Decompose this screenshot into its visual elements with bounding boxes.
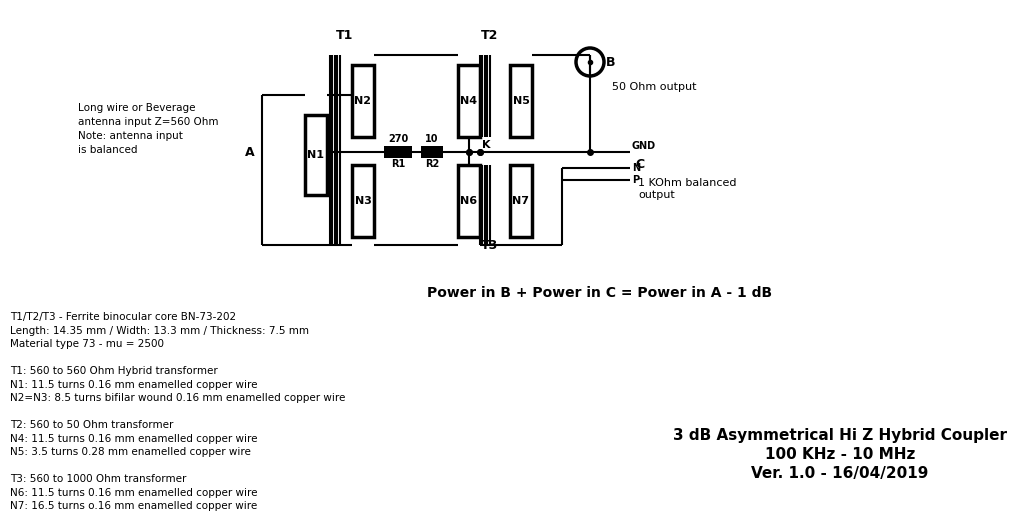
Text: N7: N7 [513, 196, 530, 206]
Text: N4: N4 [461, 96, 478, 106]
Bar [510, 165, 532, 237]
Text: N1: N1 [308, 150, 325, 160]
Text: T2: 560 to 50 Ohm transformer: T2: 560 to 50 Ohm transformer [10, 420, 174, 430]
Text: B: B [606, 56, 615, 68]
Text: T1/T2/T3 - Ferrite binocular core BN-73-202: T1/T2/T3 - Ferrite binocular core BN-73-… [10, 312, 236, 322]
Text: C: C [635, 158, 645, 171]
Text: N3: N3 [354, 196, 371, 206]
Text: GND: GND [632, 141, 656, 151]
Text: R2: R2 [425, 159, 439, 169]
Text: T3: T3 [481, 239, 498, 252]
Text: N4: 11.5 turns 0.16 mm enamelled copper wire: N4: 11.5 turns 0.16 mm enamelled copper … [10, 433, 258, 443]
Bar [421, 146, 443, 158]
Bar [304, 115, 327, 195]
Bar [352, 165, 374, 237]
Text: N5: 3.5 turns 0.28 mm enamelled copper wire: N5: 3.5 turns 0.28 mm enamelled copper w… [10, 447, 251, 457]
Text: A: A [246, 146, 255, 158]
Text: T1: T1 [336, 29, 353, 42]
Text: 1 KOhm balanced
output: 1 KOhm balanced output [638, 178, 737, 199]
Text: 270: 270 [388, 134, 408, 144]
Text: N7: 16.5 turns o.16 mm enamelled copper wire: N7: 16.5 turns o.16 mm enamelled copper … [10, 501, 257, 511]
Text: Ver. 1.0 - 16/04/2019: Ver. 1.0 - 16/04/2019 [751, 466, 929, 481]
Text: N1: 11.5 turns 0.16 mm enamelled copper wire: N1: 11.5 turns 0.16 mm enamelled copper … [10, 379, 258, 389]
Bar [458, 165, 480, 237]
Text: 50 Ohm output: 50 Ohm output [612, 82, 696, 92]
Text: N2: N2 [354, 96, 371, 106]
Text: P: P [632, 175, 639, 185]
Text: T3: 560 to 1000 Ohm transformer: T3: 560 to 1000 Ohm transformer [10, 474, 187, 484]
Bar [384, 146, 412, 158]
Bar [352, 65, 374, 137]
Text: N6: N6 [461, 196, 478, 206]
Text: N2=N3: 8.5 turns bifilar wound 0.16 mm enamelled copper wire: N2=N3: 8.5 turns bifilar wound 0.16 mm e… [10, 393, 345, 403]
Text: K: K [482, 140, 490, 150]
Text: T1: 560 to 560 Ohm Hybrid transformer: T1: 560 to 560 Ohm Hybrid transformer [10, 366, 218, 376]
Text: N5: N5 [513, 96, 530, 106]
Text: Power in B + Power in C = Power in A - 1 dB: Power in B + Power in C = Power in A - 1… [427, 286, 772, 300]
Text: Material type 73 - mu = 2500: Material type 73 - mu = 2500 [10, 339, 164, 349]
Text: N: N [632, 163, 640, 173]
Text: 100 KHz - 10 MHz: 100 KHz - 10 MHz [765, 447, 916, 462]
Text: R1: R1 [391, 159, 405, 169]
Text: N6: 11.5 turns 0.16 mm enamelled copper wire: N6: 11.5 turns 0.16 mm enamelled copper … [10, 488, 258, 498]
Text: 10: 10 [425, 134, 438, 144]
Bar [510, 65, 532, 137]
Text: T2: T2 [481, 29, 498, 42]
Text: Long wire or Beverage
antenna input Z=560 Ohm
Note: antenna input
is balanced: Long wire or Beverage antenna input Z=56… [78, 103, 218, 155]
Text: 3 dB Asymmetrical Hi Z Hybrid Coupler: 3 dB Asymmetrical Hi Z Hybrid Coupler [673, 428, 1007, 443]
Text: Length: 14.35 mm / Width: 13.3 mm / Thickness: 7.5 mm: Length: 14.35 mm / Width: 13.3 mm / Thic… [10, 326, 309, 336]
Bar [458, 65, 480, 137]
